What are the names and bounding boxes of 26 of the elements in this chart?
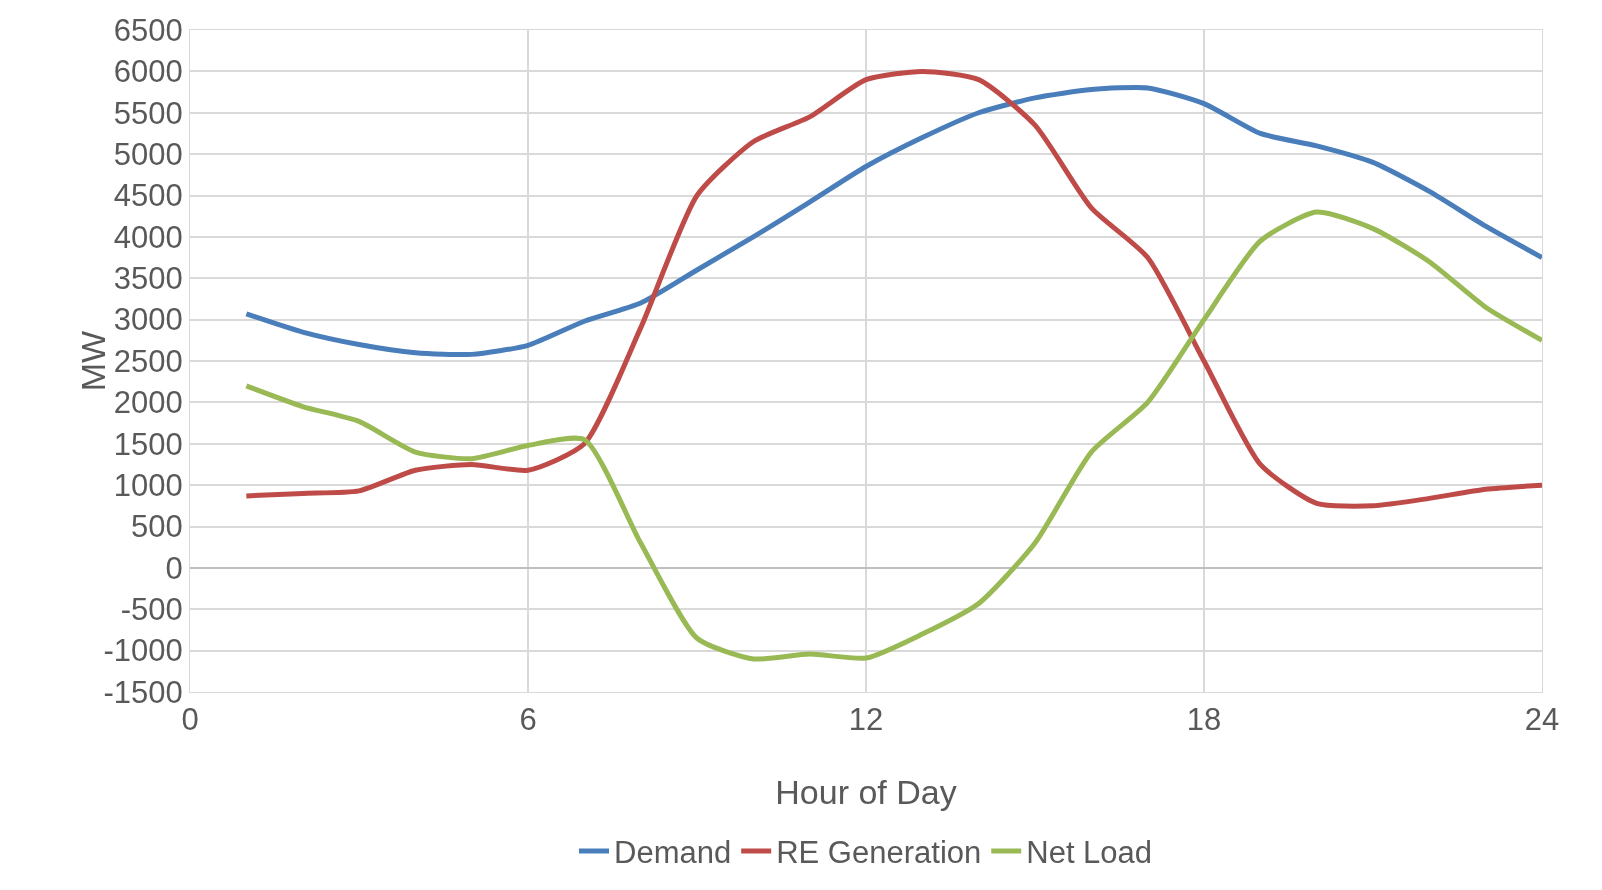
- y-tick-label: 0: [165, 550, 183, 586]
- x-tick-label: 12: [848, 702, 884, 738]
- y-tick-label: 2000: [113, 385, 183, 421]
- y-tick-label: 3000: [113, 302, 183, 338]
- x-tick-label: 6: [519, 702, 537, 738]
- legend-label: RE Generation: [776, 835, 982, 871]
- y-tick-label: 5000: [113, 136, 183, 172]
- legend-label: Demand: [614, 835, 732, 871]
- x-tick-label: 18: [1186, 702, 1222, 738]
- y-tick-label: 3500: [113, 261, 183, 297]
- x-tick-label: 24: [1524, 702, 1560, 738]
- y-tick-label: 4000: [113, 219, 183, 255]
- y-tick-label: 2500: [113, 343, 183, 379]
- y-axis-title: MW: [73, 330, 112, 392]
- y-tick-label: 500: [131, 509, 183, 545]
- legend-label: Net Load: [1026, 835, 1153, 871]
- y-tick-label: 4500: [113, 178, 183, 214]
- y-tick-label: -1000: [103, 633, 183, 669]
- y-tick-label: -500: [120, 592, 183, 628]
- y-tick-label: 1500: [113, 426, 183, 462]
- y-tick-label: 6000: [113, 54, 183, 90]
- x-axis-title: Hour of Day: [775, 773, 957, 811]
- y-tick-label: -1500: [103, 674, 183, 710]
- y-tick-label: 1000: [113, 467, 183, 503]
- y-tick-label: 5500: [113, 95, 183, 131]
- y-tick-label: 6500: [113, 12, 183, 48]
